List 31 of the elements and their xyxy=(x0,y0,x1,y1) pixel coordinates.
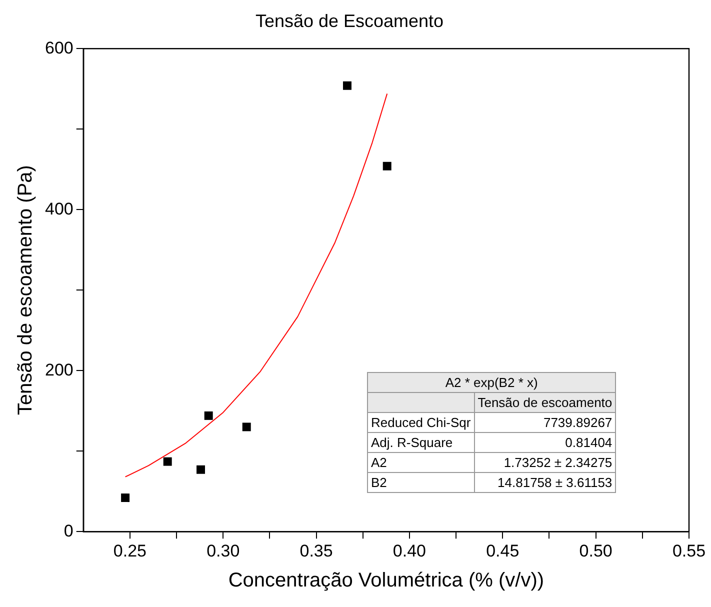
annotation: Tensão de escoamento xyxy=(474,392,616,412)
y-tick-label: 400 xyxy=(44,199,74,218)
annotation: 1.73252 ± 2.34275 xyxy=(474,452,616,472)
x-tick-label: 0.45 xyxy=(486,541,520,560)
annotation: A2 * exp(B2 * x) xyxy=(368,372,616,392)
annotation: B2 xyxy=(368,472,474,492)
annotation: 7739.89267 xyxy=(474,412,616,432)
point xyxy=(196,465,206,474)
text: 0.40 xyxy=(392,541,426,560)
annotation: 0.81404 xyxy=(474,432,616,452)
x-axis-title: Concentração Volumétrica (% (v/v)) xyxy=(228,570,544,592)
text: 0.50 xyxy=(579,541,612,560)
y-tick-label: 200 xyxy=(44,360,74,380)
point xyxy=(342,81,352,90)
x-tick-label: 0.25 xyxy=(113,541,146,560)
y-axis-title: Tensão de escoamento (Pa) xyxy=(14,165,37,416)
chart-title: Tensão de Escoamento xyxy=(255,10,444,31)
point xyxy=(204,411,213,420)
x-tick-label: 0.55 xyxy=(672,541,706,560)
y-tick-label: 600 xyxy=(44,38,74,58)
annotation: Reduced Chi-Sqr xyxy=(368,412,474,432)
point xyxy=(163,457,172,466)
point xyxy=(382,162,392,170)
text: 0.30 xyxy=(206,541,240,560)
y-tick-label: 0 xyxy=(64,521,74,540)
x-tick-label: 0.35 xyxy=(300,541,333,560)
annotation: 14.81758 ± 3.61153 xyxy=(474,472,616,492)
point xyxy=(121,494,130,502)
annotation: A2 xyxy=(368,452,474,472)
point xyxy=(242,422,251,432)
annotation: Adj. R-Square xyxy=(368,432,474,452)
